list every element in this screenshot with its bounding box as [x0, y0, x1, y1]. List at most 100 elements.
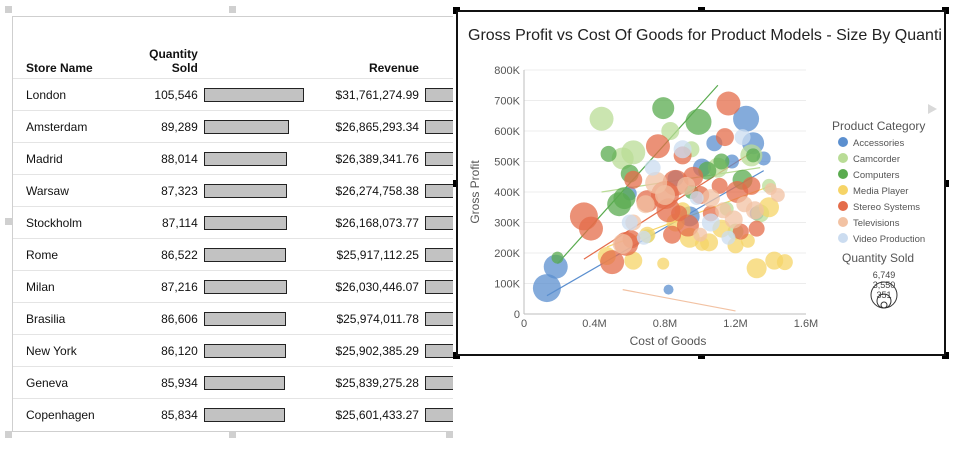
table-row[interactable]: Brasilia 86,606 $25,974,011.78 [13, 302, 453, 335]
bubble-point[interactable] [711, 177, 728, 194]
x-tick-label: 1.6M [794, 318, 818, 330]
bubble-point[interactable] [701, 213, 720, 232]
table-row[interactable]: Warsaw 87,323 $26,274,758.38 [13, 174, 453, 207]
quantity-bar [203, 247, 286, 262]
bubble-point[interactable] [701, 189, 720, 208]
table-row[interactable]: Geneva 85,934 $25,839,275.28 [13, 366, 453, 399]
resize-handle[interactable] [5, 6, 12, 13]
bubble-point[interactable] [636, 230, 651, 245]
bubble-point[interactable] [657, 257, 670, 270]
quantity-bar-cell [197, 110, 315, 143]
table-row[interactable]: Stockholm 87,114 $26,168,073.77 [13, 206, 453, 239]
store-name-cell: Copenhagen [13, 398, 133, 430]
bubble-point[interactable] [746, 258, 767, 279]
quantity-bar-cell [197, 366, 315, 399]
table-row[interactable]: Amsterdam 89,289 $26,865,293.34 [13, 110, 453, 143]
revenue-bar-cell [418, 398, 453, 430]
bubble-chart-panel[interactable]: Gross Profit vs Cost Of Goods for Produc… [456, 10, 946, 356]
quantity-sold-cell: 85,834 [132, 398, 198, 430]
revenue-bar-cell [418, 334, 453, 367]
revenue-bar-cell [418, 366, 453, 399]
revenue-bar-cell [418, 174, 453, 207]
store-name-cell: Amsterdam [13, 110, 133, 143]
revenue-cell: $31,761,274.99 [314, 78, 419, 111]
resize-handle[interactable] [229, 6, 236, 13]
resize-handle[interactable] [5, 431, 12, 438]
bubble-point[interactable] [748, 220, 765, 237]
bubble-point[interactable] [613, 187, 636, 210]
bubble-point[interactable] [532, 274, 561, 303]
bubble-point[interactable] [624, 170, 643, 189]
table-row[interactable]: Copenhagen 85,834 $25,601,433.27 [13, 398, 453, 430]
revenue-bar [424, 183, 453, 198]
table-row[interactable]: London 105,546 $31,761,274.99 [13, 78, 453, 111]
bubble-point[interactable] [693, 227, 708, 242]
table-row[interactable]: New York 86,120 $25,902,385.29 [13, 334, 453, 367]
column-header-quantity-sold[interactable]: Quantity Sold [132, 17, 198, 79]
quantity-bar [203, 87, 304, 102]
x-axis-label: Cost of Goods [630, 334, 707, 348]
legend-item-label[interactable]: Stereo Systems [853, 202, 920, 213]
bubble-point[interactable] [661, 122, 680, 140]
y-tick-label: 600K [494, 126, 520, 138]
bubble-point[interactable] [600, 145, 617, 162]
bubble-point[interactable] [745, 201, 764, 220]
bubble-point[interactable] [677, 176, 696, 195]
bubble-point[interactable] [685, 108, 712, 135]
bubble-point[interactable] [776, 254, 793, 271]
bubble-point[interactable] [655, 185, 675, 206]
bubble-point[interactable] [624, 251, 643, 270]
bubble-point[interactable] [713, 153, 730, 170]
bubble-point[interactable] [742, 176, 761, 195]
legend-item-label[interactable]: Video Production [853, 234, 925, 245]
table-row[interactable]: Milan 87,216 $26,030,446.07 [13, 270, 453, 303]
legend-item-label[interactable]: Media Player [853, 186, 908, 197]
bubble-point[interactable] [636, 195, 655, 214]
bubble-point[interactable] [589, 106, 614, 131]
table-row[interactable]: Madrid 88,014 $26,389,341.76 [13, 142, 453, 175]
bubble-point[interactable] [645, 134, 670, 159]
quantity-bar [203, 343, 286, 358]
bubble-point[interactable] [716, 91, 741, 116]
bubble-point[interactable] [578, 216, 603, 241]
bubble-point[interactable] [758, 197, 779, 218]
bubble-point[interactable] [715, 128, 734, 147]
table-row[interactable]: Rome 86,522 $25,917,112.25 [13, 238, 453, 271]
bubble-point[interactable] [600, 250, 625, 275]
bubble-point[interactable] [733, 105, 760, 132]
bubble-point[interactable] [673, 140, 692, 159]
size-legend-value-large: 6,749 [873, 270, 896, 280]
column-header-store-name[interactable]: Store Name [26, 61, 93, 75]
legend-scroll-arrow-icon[interactable] [928, 104, 937, 114]
legend-item-label[interactable]: Camcorder [853, 154, 900, 165]
bubble-point[interactable] [734, 129, 751, 146]
revenue-cell: $26,168,073.77 [314, 206, 419, 239]
resize-handle[interactable] [446, 431, 453, 438]
bubble-point[interactable] [663, 284, 674, 295]
bubble-point[interactable] [621, 140, 646, 165]
column-header-revenue[interactable]: Revenue [368, 61, 419, 75]
bubble-point[interactable] [721, 230, 736, 245]
bubble-point[interactable] [663, 225, 682, 244]
bubble-point[interactable] [652, 97, 675, 120]
bubble-point[interactable] [770, 188, 785, 203]
legend-item-label[interactable]: Computers [853, 170, 900, 181]
bubble-point[interactable] [551, 251, 564, 264]
quantity-bar-cell [197, 398, 315, 430]
bubble-point[interactable] [612, 233, 633, 254]
resize-handle[interactable] [229, 431, 236, 438]
legend-item-label[interactable]: Accessories [853, 138, 904, 149]
resize-handle[interactable] [5, 218, 12, 225]
legend-item-label[interactable]: Televisions [853, 218, 900, 229]
x-tick-label: 0.8M [653, 318, 677, 330]
bubble-point[interactable] [621, 214, 638, 231]
quantity-sold-cell: 85,934 [132, 366, 198, 399]
qty-header-line2: Sold [171, 61, 198, 75]
x-tick-label: 0 [521, 318, 527, 330]
bubble-point[interactable] [746, 148, 761, 163]
bubble-point[interactable] [689, 191, 704, 206]
x-tick-label: 1.2M [723, 318, 747, 330]
bubble-point[interactable] [724, 210, 743, 229]
bubble-point[interactable] [676, 214, 699, 237]
bubble-point[interactable] [644, 159, 661, 176]
